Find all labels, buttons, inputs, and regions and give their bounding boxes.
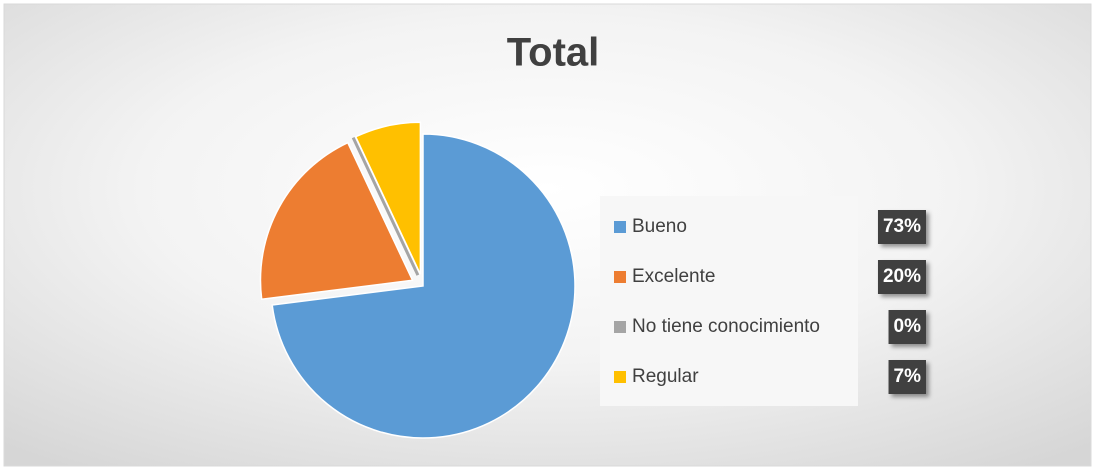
data-label: 0%: [894, 316, 922, 337]
pie-slice: [351, 136, 420, 276]
legend-label: No tiene conocimiento: [632, 316, 820, 337]
legend-label: Excelente: [632, 266, 715, 287]
legend-label: Regular: [632, 366, 699, 387]
legend-swatch: [614, 221, 626, 233]
data-label: 20%: [883, 266, 921, 287]
pie-slice: [271, 133, 576, 439]
data-label-box: [877, 210, 926, 244]
data-label-box: [888, 360, 926, 394]
data-label-box: [888, 310, 926, 344]
pie-slice: [354, 121, 422, 275]
legend-swatch: [614, 271, 626, 283]
legend-box: [600, 196, 858, 406]
data-label: 73%: [883, 216, 921, 237]
pie-slice: [259, 141, 414, 301]
chart-title: Total: [507, 31, 600, 75]
legend-swatch: [614, 321, 626, 333]
data-label: 7%: [894, 366, 922, 387]
legend-label: Bueno: [632, 216, 687, 237]
legend-swatch: [614, 371, 626, 383]
data-label-box: [877, 260, 926, 294]
